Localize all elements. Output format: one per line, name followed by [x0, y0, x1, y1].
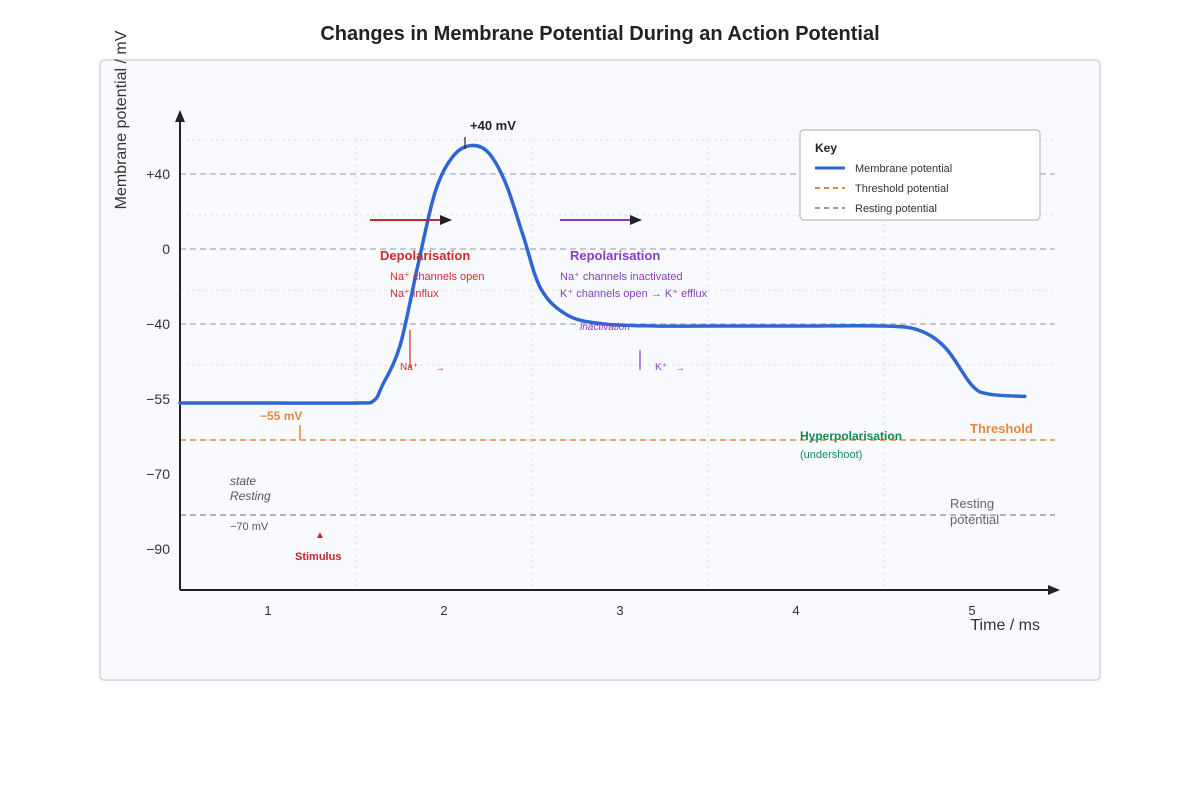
stimulus-label: Stimulus [295, 551, 341, 563]
repolarisation-title: Repolarisation [570, 248, 660, 263]
resting-potential-label-line: Resting [950, 496, 994, 511]
resting-state-line-1: state [230, 474, 256, 488]
y-tick-label: 0 [162, 241, 170, 257]
x-tick-label: 5 [968, 603, 975, 618]
y-tick-label: −55 [146, 391, 170, 407]
k-ion-label: K⁺ [655, 362, 667, 373]
resting-potential-label: Resting potential [950, 496, 999, 527]
y-axis-label: Membrane potential / mV [113, 30, 130, 209]
depolarisation-line-2: Na⁺ influx [390, 288, 439, 300]
y-tick-label: +40 [146, 166, 170, 182]
legend-label-threshold: Threshold potential [855, 183, 949, 195]
resting-value-label: −70 mV [230, 521, 269, 533]
legend: Key Membrane potential Threshold potenti… [799, 129, 1041, 221]
legend-label-resting: Resting potential [855, 203, 937, 215]
y-tick-label: −40 [146, 316, 170, 332]
hyperpolarisation-title: Hyperpolarisation [800, 429, 902, 443]
threshold-value-label: −55 mV [260, 409, 302, 423]
resting-state-line-2: Resting [230, 489, 271, 503]
legend-box [799, 129, 1041, 221]
depolarisation-line-1: Na⁺ channels open [390, 271, 484, 283]
resting-potential-label-line: potential [950, 512, 999, 527]
y-tick-label: −70 [146, 466, 170, 482]
x-tick-label: 1 [264, 603, 271, 618]
chart-title: Changes in Membrane Potential During an … [320, 23, 879, 45]
reference-lines [180, 439, 1055, 516]
series-line-membrane-potential [178, 143, 1027, 405]
na-flow-arrow: → [435, 363, 445, 374]
x-tick-labels: 1 2 3 4 5 [264, 603, 975, 618]
legend-label-membrane: Membrane potential [855, 163, 952, 175]
x-axis-label: Time / ms [970, 617, 1040, 634]
hyperpolarisation-sub: (undershoot) [800, 449, 862, 461]
stimulus-marker: ▲ [315, 530, 325, 541]
y-tick-label: −90 [146, 541, 170, 557]
x-tick-label: 4 [792, 603, 799, 618]
peak-label: +40 mV [470, 118, 516, 133]
threshold-label: Threshold [970, 421, 1033, 436]
repolarisation-line-1: Na⁺ channels inactivated [560, 271, 683, 283]
x-tick-label: 3 [616, 603, 623, 618]
legend-title: Key [815, 141, 837, 155]
x-tick-label: 2 [440, 603, 447, 618]
y-tick-labels: +40 0 −40 −55 −70 −90 [146, 166, 170, 557]
depolarisation-title: Depolarisation [380, 248, 470, 263]
repolarisation-line-2: K⁺ channels open → K⁺ efflux [560, 288, 708, 300]
na-ion-label: Na⁺ [400, 362, 418, 373]
k-flow-arrow: → [675, 363, 685, 374]
inactivation-label: inactivation [580, 322, 630, 333]
